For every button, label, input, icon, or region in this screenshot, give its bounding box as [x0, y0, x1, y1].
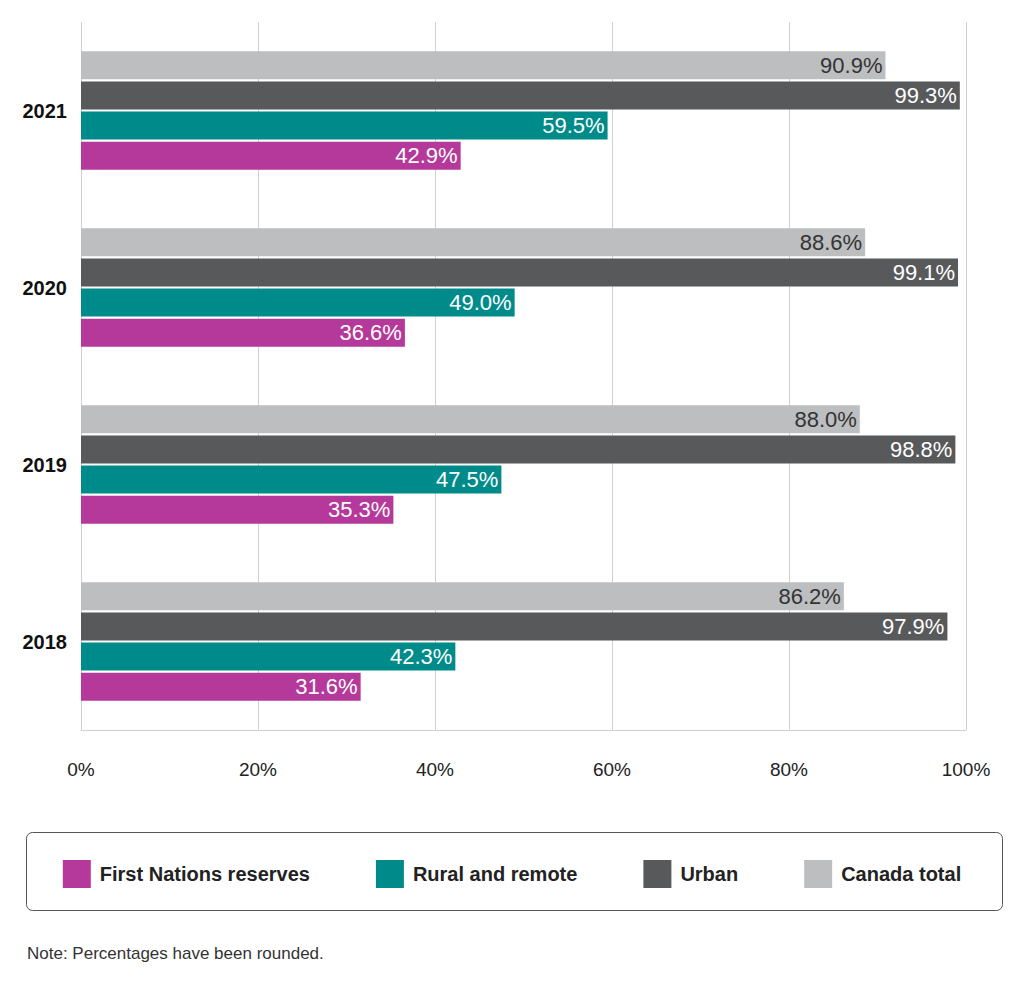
svg-text:86.2%: 86.2% — [778, 584, 840, 609]
svg-text:97.9%: 97.9% — [882, 614, 944, 639]
svg-text:88.6%: 88.6% — [800, 230, 862, 255]
svg-text:99.3%: 99.3% — [894, 83, 956, 108]
svg-text:Urban: Urban — [680, 863, 738, 885]
svg-text:42.3%: 42.3% — [390, 644, 452, 669]
svg-text:90.9%: 90.9% — [820, 53, 882, 78]
svg-text:35.3%: 35.3% — [328, 497, 390, 522]
svg-text:36.6%: 36.6% — [340, 320, 402, 345]
svg-text:31.6%: 31.6% — [295, 674, 357, 699]
svg-text:47.5%: 47.5% — [436, 467, 498, 492]
svg-text:Rural and remote: Rural and remote — [413, 863, 577, 885]
svg-text:2019: 2019 — [23, 454, 68, 476]
svg-text:Note: Percentages have been ro: Note: Percentages have been rounded. — [27, 944, 324, 963]
svg-text:2021: 2021 — [23, 100, 68, 122]
svg-text:42.9%: 42.9% — [395, 143, 457, 168]
svg-text:40%: 40% — [416, 759, 454, 780]
svg-text:88.0%: 88.0% — [794, 407, 856, 432]
svg-text:49.0%: 49.0% — [449, 290, 511, 315]
svg-text:20%: 20% — [239, 759, 277, 780]
svg-text:98.8%: 98.8% — [890, 437, 952, 462]
svg-text:60%: 60% — [593, 759, 631, 780]
svg-text:59.5%: 59.5% — [542, 113, 604, 138]
svg-text:99.1%: 99.1% — [893, 260, 955, 285]
svg-text:2018: 2018 — [23, 631, 68, 653]
svg-text:First Nations reserves: First Nations reserves — [100, 863, 310, 885]
svg-text:100%: 100% — [942, 759, 991, 780]
svg-text:80%: 80% — [770, 759, 808, 780]
svg-text:2020: 2020 — [23, 277, 68, 299]
svg-text:0%: 0% — [67, 759, 95, 780]
svg-text:Canada total: Canada total — [841, 863, 961, 885]
